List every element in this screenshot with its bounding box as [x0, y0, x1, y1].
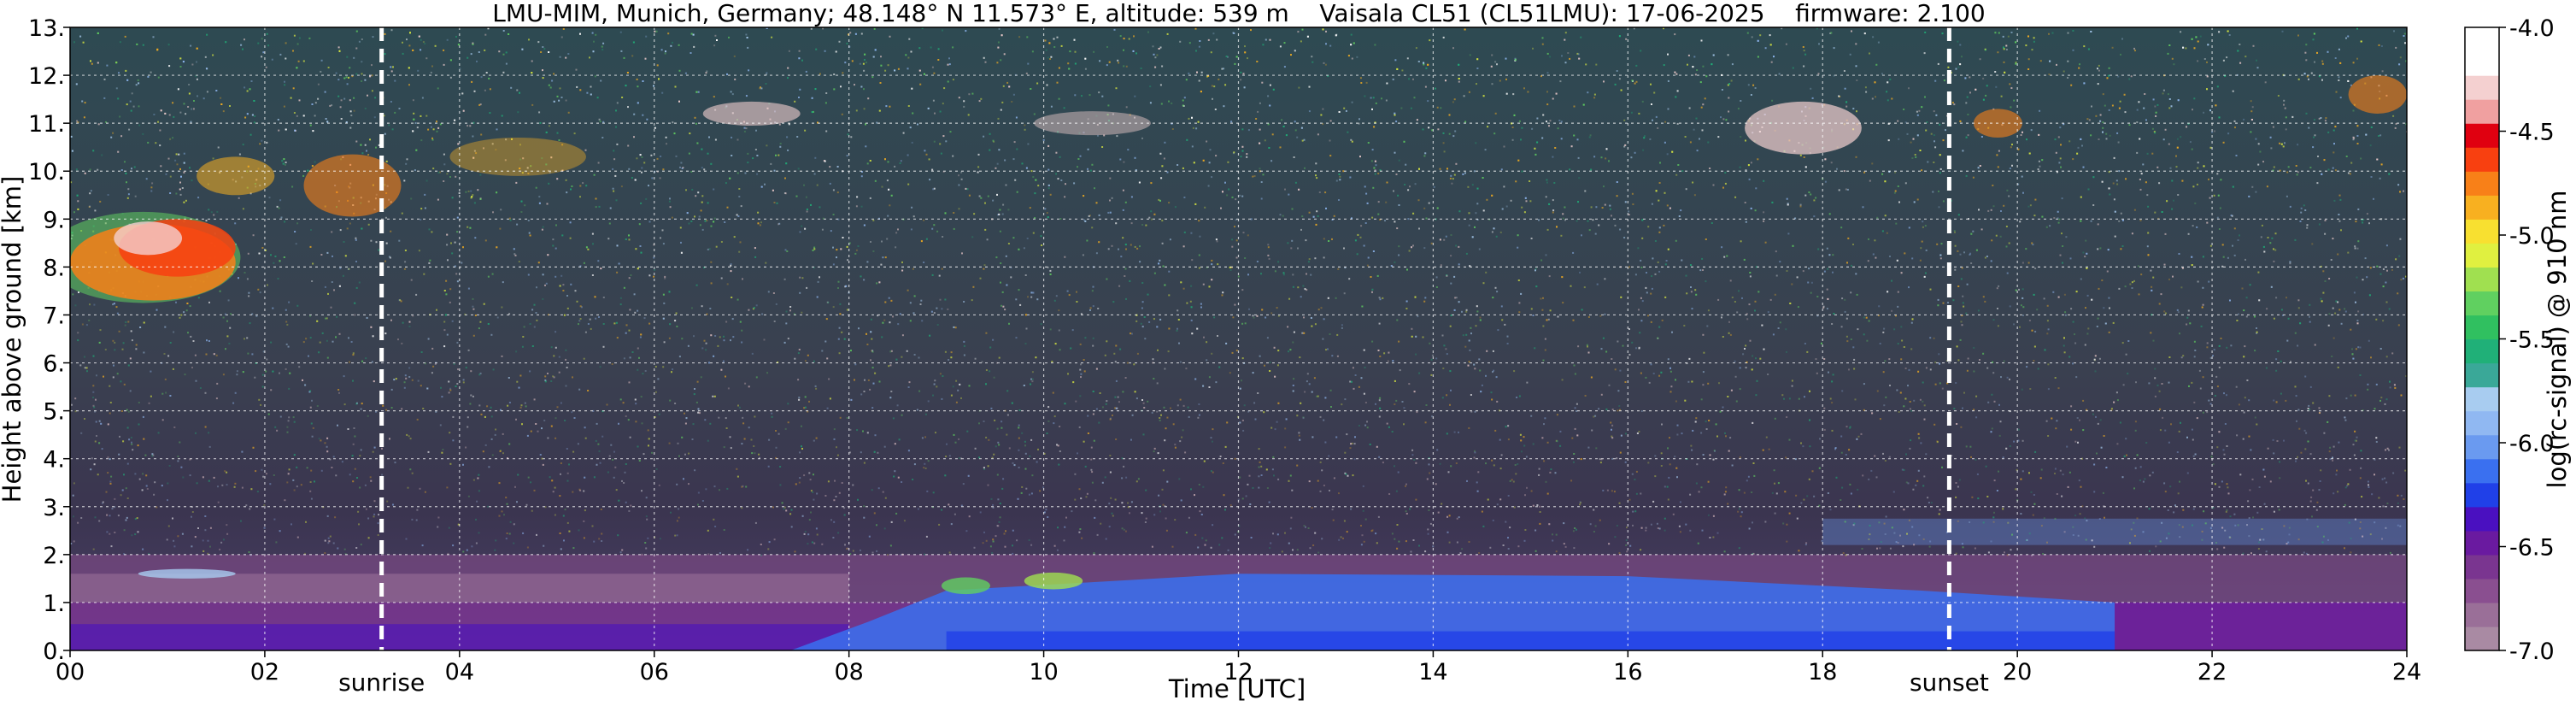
x-tick-label: 20	[2003, 659, 2032, 685]
y-tick-label: 3.	[43, 495, 65, 521]
event-markers: sunrise sunset	[338, 27, 1989, 697]
high-cloud	[70, 75, 2407, 595]
colorbar-segment	[2465, 482, 2499, 508]
colorbar-segment	[2465, 602, 2499, 627]
colorbar-segment	[2465, 99, 2499, 124]
sunrise-label: sunrise	[338, 668, 425, 697]
y-tick-label: 7.	[43, 303, 65, 329]
bl-cloud-1	[941, 577, 990, 595]
colorbar-tick-label: -6.0	[2509, 431, 2555, 457]
colorbar-segment	[2465, 458, 2499, 484]
x-tick-label: 22	[2198, 659, 2227, 685]
bl-cloud-2	[1024, 572, 1083, 590]
colorbar-tick-label: -7.0	[2509, 638, 2555, 665]
y-axis: 0. 1. 2. 3. 4. 5. 6. 7. 8. 9. 10. 11. 12. 13.	[28, 15, 70, 665]
y-axis-label: Height above ground [km]	[0, 176, 26, 503]
cirrus-2	[1034, 111, 1151, 136]
x-tick-label: 08	[834, 659, 863, 685]
sunset-label: sunset	[1910, 668, 1989, 697]
y-tick-label: 1.	[43, 591, 65, 617]
colorbar-segment	[2465, 506, 2499, 532]
y-tick-label: 2.	[43, 543, 65, 569]
colorbar-segment	[2465, 75, 2499, 100]
cloud-upper-2	[303, 154, 402, 217]
bl-cloud-3	[138, 568, 236, 579]
colorbar-segment	[2465, 123, 2499, 148]
x-tick-label: 10	[1029, 659, 1058, 685]
colorbar-segment	[2465, 51, 2499, 76]
y-tick-label: 11.	[28, 111, 65, 138]
plot-area	[70, 27, 2407, 650]
y-tick-label: 4.	[43, 447, 65, 474]
mixed-layer-core	[946, 631, 2115, 650]
colorbar-tick-label: -5.5	[2509, 327, 2555, 354]
cirrus-3	[1745, 101, 1862, 155]
y-tick-label: 12.	[28, 63, 65, 90]
x-tick-label: 00	[56, 659, 85, 685]
colorbar-segment	[2465, 554, 2499, 580]
y-tick-label: 13.	[28, 15, 65, 42]
colorbar: -4.0 -4.5 -5.0 -5.5 -6.0 -6.5 -7.0	[2464, 15, 2555, 665]
cirrus-1	[702, 101, 801, 126]
colorbar-segment	[2465, 626, 2499, 651]
x-tick-label: 16	[1613, 659, 1642, 685]
elevated-aerosol-layer	[1822, 518, 2407, 545]
cloud-upper-3	[449, 137, 586, 176]
colorbar-segment	[2465, 578, 2499, 603]
colorbar-tick-label: -4.5	[2509, 120, 2555, 146]
colorbar-segment	[2465, 267, 2499, 292]
y-tick-label: 6.	[43, 351, 65, 378]
y-tick-label: 0.	[43, 638, 65, 665]
x-tick-label: 12	[1223, 659, 1253, 685]
colorbar-segment	[2465, 171, 2499, 196]
colorbar-segment	[2465, 195, 2499, 220]
colorbar-tick-label: -5.0	[2509, 223, 2555, 250]
colorbar-tick-label: -6.5	[2509, 535, 2555, 562]
y-tick-label: 9.	[43, 207, 65, 233]
colorbar-segment	[2465, 410, 2499, 436]
evening-layer	[2115, 602, 2407, 650]
x-tick-label: 06	[640, 659, 669, 685]
y-tick-label: 10.	[28, 159, 65, 185]
y-tick-label: 5.	[43, 399, 65, 426]
x-axis-label: Time [UTC]	[1168, 674, 1306, 703]
colorbar-tick-label: -4.0	[2509, 15, 2555, 42]
x-tick-label: 04	[445, 659, 474, 685]
colorbar-segment	[2465, 386, 2499, 412]
colorbar-segment	[2465, 219, 2499, 244]
colorbar-segment	[2465, 243, 2499, 268]
y-tick-label: 8.	[43, 255, 65, 281]
colorbar-segment	[2465, 147, 2499, 172]
colorbar-segment	[2465, 338, 2499, 364]
colorbar-segment	[2465, 362, 2499, 388]
colorbar-segment	[2465, 291, 2499, 316]
cloud-upper-1	[197, 156, 275, 196]
chart-title: LMU-MIM, Munich, Germany; 48.148° N 11.5…	[492, 0, 1986, 27]
x-tick-label: 24	[2392, 659, 2421, 685]
colorbar-segment	[2465, 530, 2499, 556]
x-tick-label: 18	[1808, 659, 1837, 685]
x-tick-label: 14	[1418, 659, 1447, 685]
x-tick-label: 02	[250, 659, 279, 685]
colorbar-segment	[2465, 27, 2499, 52]
cirrus-5	[2348, 75, 2407, 114]
colorbar-label: log(rc-signal) @ 910 nm	[2543, 191, 2572, 489]
grid	[70, 27, 2407, 650]
colorbar-segment	[2465, 434, 2499, 460]
colorbar-segment	[2465, 315, 2499, 340]
cloud-night-peak	[114, 221, 183, 256]
x-axis: 00 02 04 06 08 10 12 14 16 18 20 22 24	[56, 650, 2421, 685]
